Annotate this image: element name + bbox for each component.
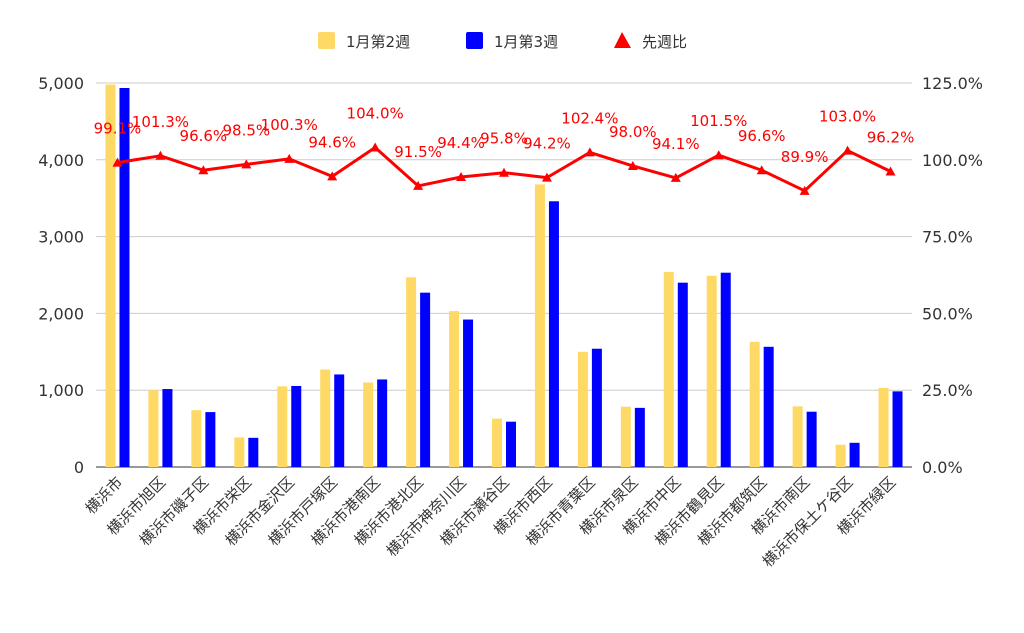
y-right-tick-label: 100.0% — [922, 151, 983, 170]
line-point — [370, 142, 381, 152]
bar-week3 — [677, 282, 688, 467]
line-point — [327, 171, 338, 181]
bar-week2 — [792, 406, 803, 467]
data-label: 91.5% — [394, 143, 442, 161]
bar-week3 — [248, 437, 259, 467]
bar-week3 — [377, 379, 388, 467]
line-point — [756, 165, 767, 175]
line-point — [284, 153, 295, 163]
data-label: 100.3% — [261, 116, 318, 134]
bar-week2 — [191, 410, 202, 467]
data-label: 94.1% — [652, 135, 700, 153]
data-label: 98.5% — [222, 121, 270, 139]
y-right-tick-label: 25.0% — [922, 381, 973, 400]
y-left-tick-label: 2,000 — [38, 304, 84, 323]
bar-week2 — [492, 418, 502, 467]
data-label: 96.2% — [867, 128, 915, 146]
line-point — [241, 159, 252, 169]
bar-week3 — [291, 385, 302, 467]
line-point — [584, 147, 595, 157]
bar-week2 — [663, 271, 674, 467]
bar-week2 — [577, 351, 588, 467]
line-point — [198, 165, 209, 175]
legend-label: 先週比 — [642, 33, 687, 51]
data-label: 94.6% — [308, 133, 356, 151]
y-left-tick-label: 1,000 — [38, 381, 84, 400]
bar-week3 — [205, 412, 216, 467]
bar-week2 — [277, 386, 288, 467]
data-label: 103.0% — [819, 108, 876, 126]
line-point — [713, 150, 724, 160]
line-point — [670, 172, 681, 182]
bar-week2 — [105, 84, 116, 467]
data-label: 96.6% — [738, 127, 786, 145]
data-label: 102.4% — [561, 109, 618, 127]
data-label: 95.8% — [480, 130, 528, 148]
line-point — [155, 150, 166, 160]
line-point — [842, 145, 853, 155]
bar-week2 — [234, 437, 245, 467]
data-label: 98.0% — [609, 123, 657, 141]
y-right-tick-label: 0.0% — [922, 458, 963, 477]
legend-label: 1月第2週 — [346, 33, 410, 51]
line-point — [112, 157, 123, 167]
line-point — [627, 160, 638, 170]
bar-week3 — [463, 319, 474, 467]
bar-week2 — [406, 277, 417, 467]
y-left-tick-label: 4,000 — [38, 151, 84, 170]
bar-week3 — [806, 411, 817, 467]
line-point — [413, 180, 424, 190]
bar-week3 — [849, 442, 860, 467]
bar-week3 — [763, 346, 774, 467]
line-point — [541, 172, 552, 182]
bar-week3 — [591, 348, 602, 467]
data-label: 94.2% — [523, 135, 571, 153]
bar-week3 — [892, 391, 903, 467]
bar-week3 — [506, 421, 516, 467]
bar-week3 — [119, 87, 130, 467]
bar-week2 — [835, 444, 846, 467]
line-point — [456, 172, 467, 182]
data-label: 94.4% — [437, 134, 485, 152]
bar-week2 — [749, 341, 760, 467]
bar-week3 — [634, 407, 645, 467]
y-left-tick-label: 3,000 — [38, 228, 84, 247]
y-left-tick-label: 0 — [74, 458, 84, 477]
bar-week2 — [148, 390, 159, 467]
bar-week2 — [363, 382, 374, 467]
line-point — [499, 167, 509, 177]
legend-swatch — [466, 32, 483, 49]
y-right-tick-label: 75.0% — [922, 228, 973, 247]
legend-swatch — [318, 32, 335, 49]
line-point — [799, 185, 810, 195]
line-point — [885, 166, 896, 176]
bar-week3 — [720, 272, 731, 467]
bar-week3 — [162, 389, 173, 467]
data-label: 89.9% — [781, 148, 829, 166]
bar-week2 — [534, 184, 545, 467]
y-left-tick-label: 5,000 — [38, 74, 84, 93]
bar-week3 — [420, 292, 431, 467]
data-label: 99.1% — [94, 120, 142, 138]
data-label: 104.0% — [347, 105, 404, 123]
y-right-tick-label: 125.0% — [922, 74, 983, 93]
data-label: 96.6% — [180, 127, 228, 145]
bar-week2 — [320, 369, 331, 467]
y-right-tick-label: 50.0% — [922, 304, 973, 323]
bar-week3 — [334, 374, 345, 467]
data-label: 101.3% — [132, 113, 189, 131]
bar-week2 — [706, 275, 717, 467]
bar-week3 — [548, 201, 559, 467]
bar-week2 — [878, 387, 889, 467]
bar-week2 — [620, 406, 631, 467]
bar-week2 — [449, 311, 460, 467]
legend-label: 1月第3週 — [494, 33, 558, 51]
data-label: 101.5% — [690, 112, 747, 130]
legend-swatch — [614, 32, 631, 48]
